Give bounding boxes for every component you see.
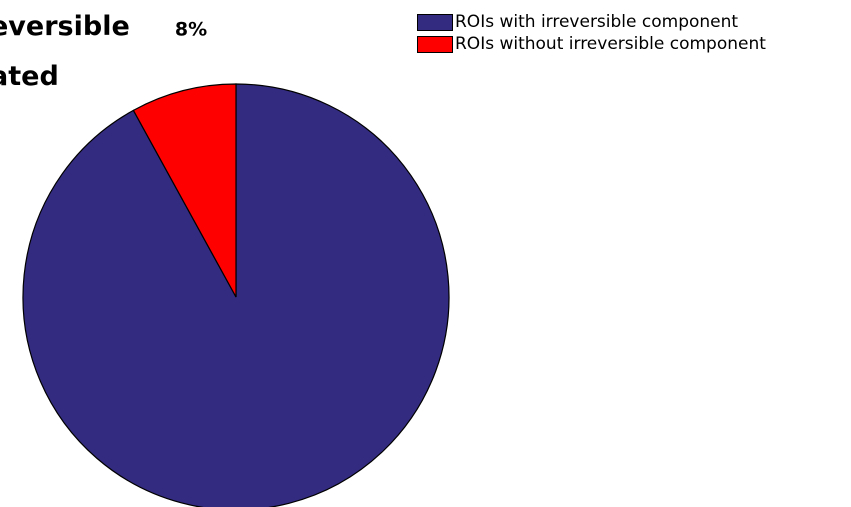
legend: ROIs with irreversible component ROIs wi… — [417, 11, 766, 55]
pie-slice-0 — [22, 83, 450, 507]
legend-label-without-irreversible: ROIs without irreversible component — [455, 34, 766, 54]
legend-swatch-without-irreversible — [417, 35, 453, 53]
pie-slice-1 — [132, 83, 237, 298]
legend-swatch-with-irreversible — [417, 13, 453, 31]
legend-item-with-irreversible: ROIs with irreversible component — [417, 11, 766, 33]
chart-title-line-2: ated — [0, 61, 59, 92]
legend-label-with-irreversible: ROIs with irreversible component — [455, 12, 739, 32]
pie-data-label-1: 8% — [175, 19, 207, 41]
legend-item-without-irreversible: ROIs without irreversible component — [417, 33, 766, 55]
chart-title-line-1: eversible — [0, 11, 130, 42]
